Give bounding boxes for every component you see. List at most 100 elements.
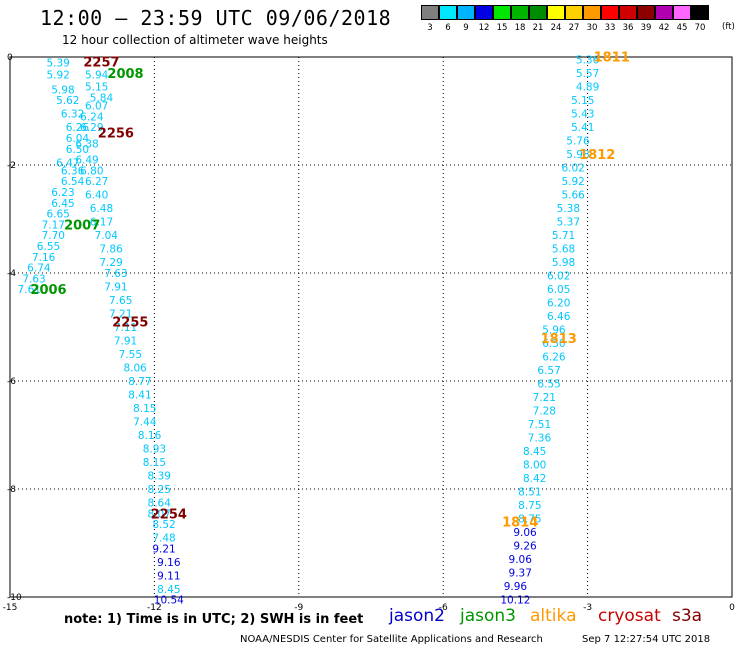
wave-height-point: 6.07 — [85, 101, 108, 113]
wave-height-point: 6.46 — [547, 311, 571, 323]
wave-height-point: 6.45 — [51, 198, 74, 210]
wave-height-point: 5.76 — [566, 136, 590, 148]
track-time-label: 1811 — [594, 50, 630, 65]
plot-frame — [9, 56, 733, 598]
wave-height-point: 5.37 — [557, 217, 580, 229]
track-time-label: 1812 — [579, 148, 615, 163]
color-scale-label: 24 — [550, 23, 562, 33]
wave-height-point: 6.32 — [61, 109, 84, 121]
wave-height-point: 6.54 — [61, 176, 85, 188]
wave-height-point: 6.26 — [66, 122, 90, 134]
credit-line: NOAA/NESDIS Center for Satellite Applica… — [240, 634, 543, 645]
color-scale-label: 6 — [445, 23, 451, 33]
color-scale-label: 42 — [658, 23, 670, 33]
color-scale-label: 21 — [532, 23, 544, 33]
wave-height-point: 7.63 — [22, 273, 45, 285]
wave-height-point: 8.64 — [148, 498, 172, 510]
wave-height-point: 6.57 — [537, 365, 560, 377]
wave-height-point: 6.50 — [542, 338, 565, 350]
x-tick-label: -9 — [294, 603, 303, 613]
wave-height-point: 7.36 — [528, 433, 552, 445]
wave-height-point: 5.96 — [542, 325, 566, 337]
wave-height-point: 6.48 — [90, 203, 113, 215]
wave-height-point: 6.55 — [37, 241, 60, 253]
wave-height-point: 5.92 — [46, 69, 69, 81]
track-time-label: 2008 — [107, 67, 143, 82]
wave-height-point: 7.44 — [133, 417, 157, 429]
wave-height-point: 8.52 — [152, 519, 175, 531]
wave-height-point: 6.55 — [537, 379, 560, 391]
wave-height-point: 5.71 — [552, 230, 575, 242]
generation-timestamp: Sep 7 12:27:54 UTC 2018 — [582, 634, 711, 645]
wave-height-point: 4.89 — [576, 82, 599, 94]
wave-height-point: 6.05 — [547, 284, 570, 296]
wave-height-point: 6.23 — [51, 187, 74, 199]
legend-s3a: s3a — [672, 606, 703, 626]
y-tick-label: -10 — [7, 593, 22, 603]
wave-height-point: 9.06 — [513, 527, 537, 539]
color-scale-label: 36 — [622, 23, 634, 33]
y-tick-label: -8 — [7, 485, 16, 495]
wave-height-point: 6.26 — [542, 352, 566, 364]
wave-height-point: 6.02 — [547, 271, 570, 283]
track-time-label: 2007 — [64, 218, 100, 233]
wave-height-point: 6.36 — [61, 165, 85, 177]
wave-height-point: 8.45 — [157, 584, 180, 596]
wave-height-point: 7.17 — [42, 219, 65, 231]
wave-height-point: 9.11 — [157, 570, 180, 582]
wave-height-point: 9.21 — [152, 543, 175, 555]
track-time-label: 2006 — [30, 283, 66, 298]
chart-subtitle: 12 hour collection of altimeter wave hei… — [62, 33, 328, 47]
wave-height-point: 7.63 — [104, 268, 127, 280]
wave-height-point: 8.75 — [518, 500, 541, 512]
wave-height-point: 5.39 — [46, 57, 69, 69]
color-scale-swatch — [457, 5, 475, 20]
color-scale-swatch — [529, 5, 547, 20]
wave-height-point: 7.29 — [99, 257, 122, 269]
color-scale-label: 3 — [427, 23, 433, 33]
legend-cryosat: cryosat — [598, 606, 661, 626]
y-tick-label: -6 — [7, 377, 16, 387]
wave-height-point: 8.06 — [123, 363, 147, 375]
wave-height-point: 7.48 — [152, 533, 175, 545]
wave-height-point: 8.16 — [138, 430, 162, 442]
x-tick-label: -6 — [439, 603, 448, 613]
wave-height-point: 9.37 — [509, 568, 532, 580]
y-tick-label: 0 — [7, 53, 13, 63]
wave-height-point: 5.43 — [571, 109, 594, 121]
color-scale-label: 9 — [463, 23, 469, 33]
wave-height-point: 9.06 — [509, 554, 533, 566]
wave-height-point: 5.66 — [561, 190, 585, 202]
wave-height-point: 7.91 — [114, 336, 137, 348]
wave-height-point: 6.49 — [75, 155, 98, 167]
wave-height-point: 5.38 — [557, 203, 580, 215]
color-scale-swatch — [547, 5, 565, 20]
footnote: note: 1) Time is in UTC; 2) SWH is in fe… — [64, 612, 364, 627]
wave-height-point: 5.15 — [571, 95, 594, 107]
wave-height-point: 8.07 — [148, 508, 171, 520]
wave-height-point: 5.36 — [576, 55, 600, 67]
wave-height-point: 6.17 — [90, 217, 113, 229]
wave-height-point: 5.92 — [561, 176, 584, 188]
wave-height-point: 6.38 — [75, 138, 98, 150]
x-tick-label: -3 — [583, 603, 592, 613]
color-scale-label: 45 — [676, 23, 688, 33]
color-scale-label: 15 — [496, 23, 508, 33]
wave-height-point: 7.70 — [42, 230, 65, 242]
wave-height-point: 7.11 — [114, 322, 137, 334]
wave-height-point: 7.86 — [99, 244, 123, 256]
legend-altika: altika — [530, 606, 577, 626]
color-scale-swatch — [601, 5, 619, 20]
color-scale-swatch — [673, 5, 691, 20]
wave-height-point: 6.29 — [80, 122, 103, 134]
wave-height-point: 9.96 — [504, 581, 528, 593]
wave-height-point: 8.51 — [518, 487, 541, 499]
track-time-label: 1814 — [502, 515, 538, 530]
wave-height-point: 5.62 — [56, 95, 79, 107]
wave-height-point: 7.28 — [533, 406, 556, 418]
color-scale-swatch — [421, 5, 439, 20]
wave-height-point: 5.94 — [85, 69, 109, 81]
color-scale-label: 39 — [640, 23, 652, 33]
wave-height-point: 5.15 — [85, 82, 108, 94]
